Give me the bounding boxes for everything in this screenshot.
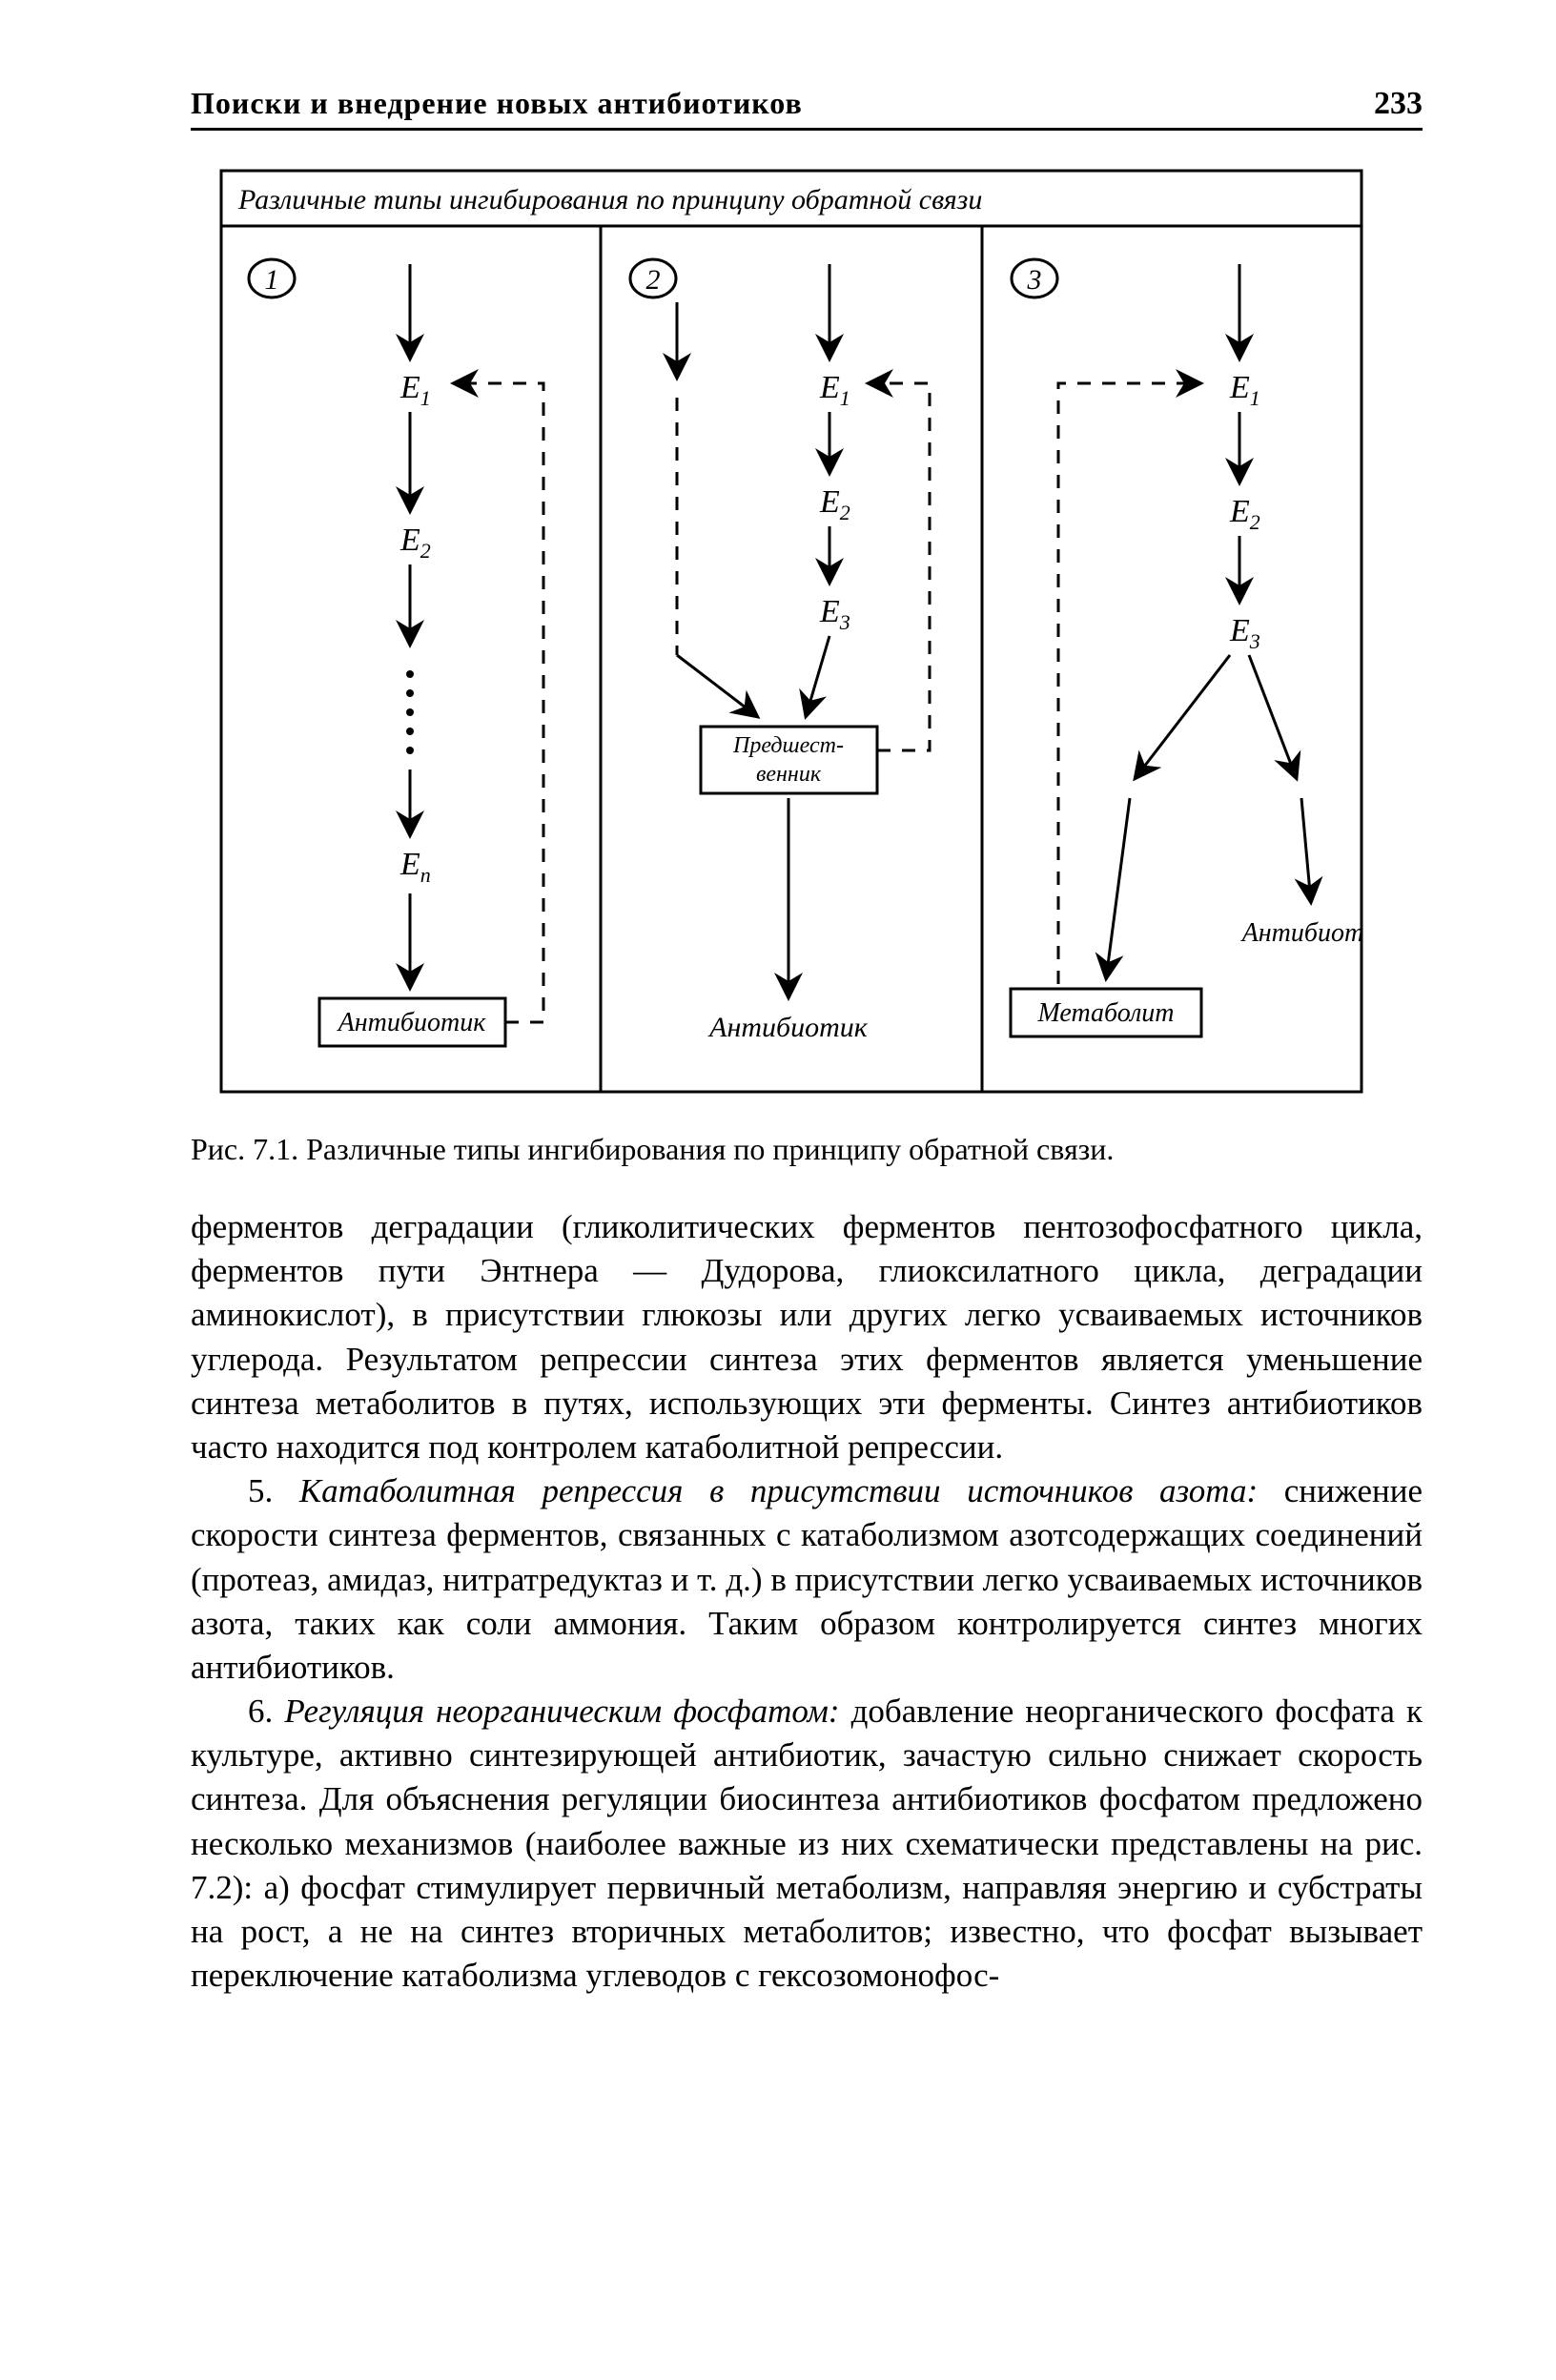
panel-3-e1: E1 xyxy=(1229,370,1260,410)
panel-3-badge: 3 xyxy=(1027,264,1042,296)
para-continuation: ферментов деградации (гликолитических фе… xyxy=(191,1205,1423,1469)
para-5-lead: 5. xyxy=(248,1472,299,1509)
panel-3-antibiotic-label: Антибиотик xyxy=(1240,918,1363,948)
figure-caption: Рис. 7.1. Различные типы ингибирования п… xyxy=(191,1132,1423,1167)
panel-1-badge: 1 xyxy=(265,264,279,296)
panel-3: 3 E1 E2 E3 xyxy=(1011,259,1363,1036)
para-6-rest: добавление неорганического фосфата к кул… xyxy=(191,1693,1423,1994)
para-5-italic: Катаболитная репрессия в присутствии ист… xyxy=(299,1472,1258,1509)
running-head: Поиски и внедрение новых антибиотиков 23… xyxy=(191,86,1423,131)
panel-1: 1 E1 E2 xyxy=(249,259,543,1046)
body-text: ферментов деградации (гликолитических фе… xyxy=(191,1205,1423,1998)
panel-2-box-label: Антибиотик xyxy=(707,1012,869,1043)
panel-2-e2: E2 xyxy=(819,484,850,524)
panel-2: 2 E1 E2 E3 xyxy=(630,259,930,1043)
page-number: 233 xyxy=(1374,86,1423,122)
panel-1-e1: E1 xyxy=(399,370,431,410)
panel-2-badge: 2 xyxy=(646,264,661,296)
para-6-italic: Регуляция неорганическим фосфатом: xyxy=(284,1693,839,1730)
panel-1-box-label: Антибиотик xyxy=(337,1008,487,1037)
panel-3-e2: E2 xyxy=(1229,494,1260,534)
para-6-lead: 6. xyxy=(248,1693,284,1730)
panel-1-e2: E2 xyxy=(399,523,431,563)
panel-2-e1: E1 xyxy=(819,370,850,410)
para-6: 6. Регуляция неорганическим фосфатом: до… xyxy=(191,1690,1423,1998)
panel-2-e3: E3 xyxy=(819,594,850,634)
header-title: Поиски и внедрение новых антибиотиков xyxy=(191,86,803,121)
page: Поиски и внедрение новых антибиотиков 23… xyxy=(0,0,1556,2380)
para-5: 5. Катаболитная репрессия в присутствии … xyxy=(191,1469,1423,1690)
figure-7-1: Различные типы ингибирования по принципу… xyxy=(219,169,1363,1094)
panel-2-precursor-l1: Предшест- xyxy=(732,733,844,758)
panel-2-precursor-l2: венник xyxy=(756,762,822,787)
panel-3-e3: E3 xyxy=(1229,613,1260,653)
figure-title: Различные типы ингибирования по принципу… xyxy=(237,184,982,215)
panel-1-en: En xyxy=(399,847,431,887)
panel-3-box-label: Метаболит xyxy=(1037,998,1175,1028)
